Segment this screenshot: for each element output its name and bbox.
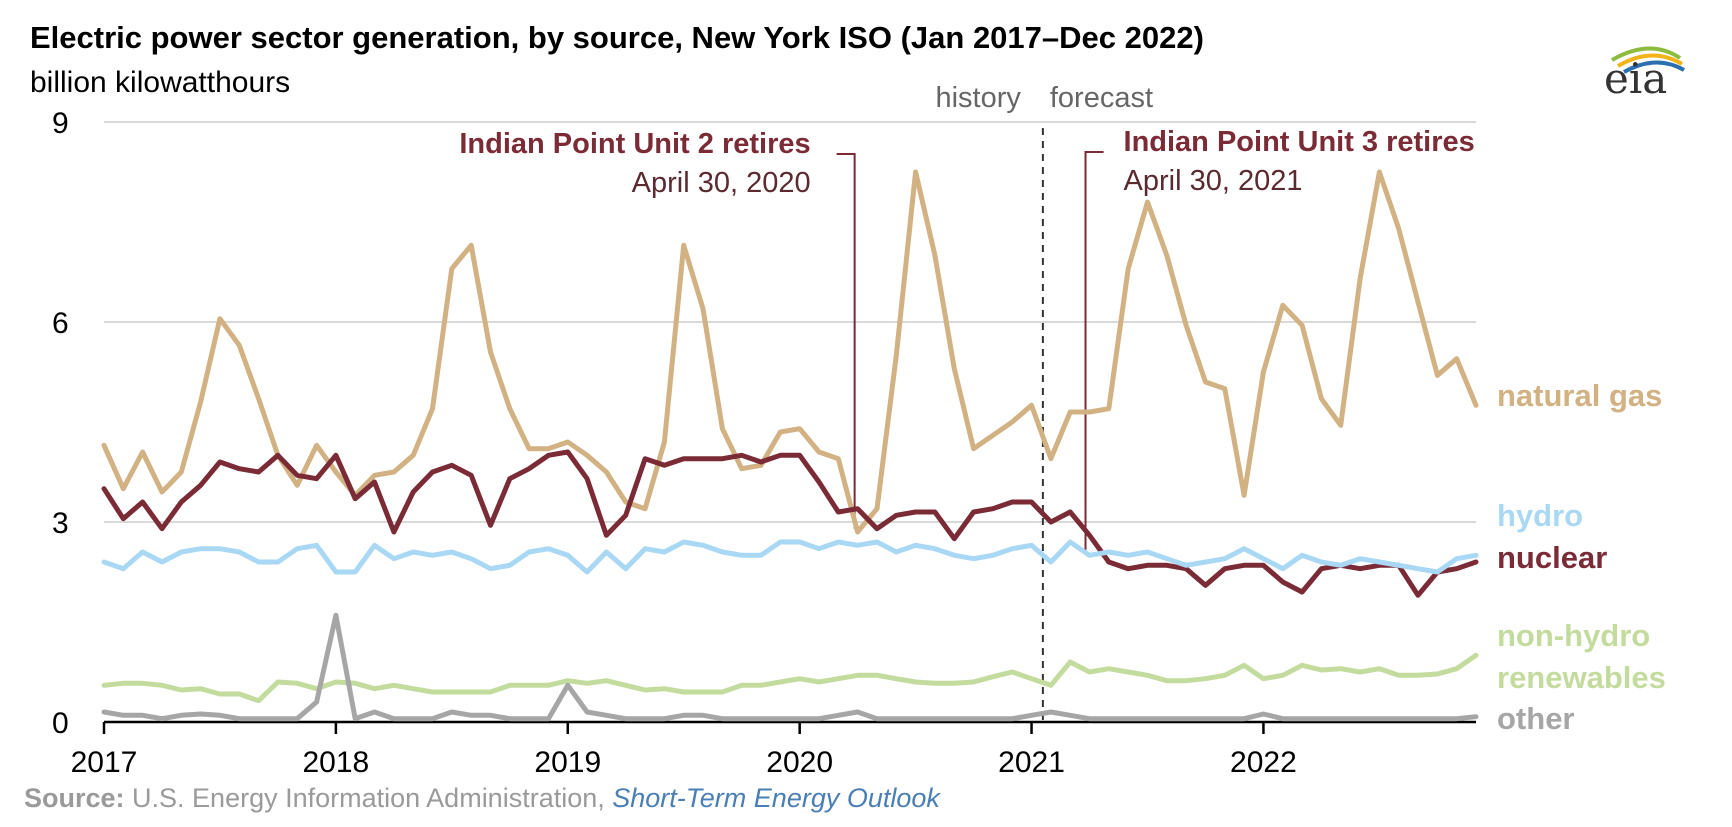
series-label-nuclear: nuclear — [1497, 540, 1607, 575]
series-line-nuclear — [101, 449, 1479, 598]
series-labels: natural gas hydro nuclear non-hydro renewabl… — [1497, 378, 1666, 736]
chart-subtitle: billion kilowatthours — [30, 66, 290, 99]
chart-title: Electric power sector generation, by sou… — [30, 20, 1204, 55]
y-tick-label: 6 — [52, 307, 69, 340]
x-tick-label: 2021 — [998, 746, 1065, 779]
x-tick-label: 2020 — [766, 746, 833, 779]
source-label: Source: — [24, 783, 125, 813]
history-label: history — [935, 82, 1021, 114]
annotation-leader-unit2 — [836, 153, 856, 529]
annotations: Indian Point Unit 2 retires April 30, 202… — [459, 126, 1475, 552]
annotation-leader-unit3 — [1084, 151, 1104, 552]
series-line-natural-gas — [101, 169, 1479, 535]
x-tick-label: 2017 — [71, 746, 138, 779]
logo-arc-green — [1610, 46, 1682, 62]
series-label-hydro: hydro — [1497, 498, 1583, 533]
series-label-non-hydro-renewables: renewables — [1497, 660, 1666, 695]
axes: 0 3 6 9 2017 2018 2019 2020 2021 2022 — [52, 107, 1476, 779]
series-line-hydro — [101, 539, 1479, 575]
forecast-label: forecast — [1050, 82, 1153, 114]
x-tick-label: 2022 — [1230, 746, 1297, 779]
series-lines — [101, 169, 1479, 722]
forecast-divider: history forecast — [935, 82, 1153, 722]
y-tick-label: 9 — [52, 107, 69, 140]
series-line-non-hydro-renewables — [101, 652, 1479, 704]
series-label-other: other — [1497, 701, 1575, 736]
annotation-date-unit3: April 30, 2021 — [1124, 165, 1303, 197]
x-tick-label: 2018 — [303, 746, 370, 779]
series-label-natural-gas: natural gas — [1497, 378, 1662, 413]
logo-arc-yellow — [1616, 53, 1684, 68]
series-line-other — [101, 612, 1479, 722]
logo-arc-blue — [1623, 60, 1685, 74]
source-text: U.S. Energy Information Administration, — [125, 783, 613, 813]
annotation-title-unit2: Indian Point Unit 2 retires — [459, 128, 810, 160]
y-tick-label: 0 — [52, 707, 69, 740]
series-label-non-hydro-renewables: non-hydro — [1497, 618, 1650, 653]
logo-text: eia — [1604, 54, 1667, 103]
source-line: Source: U.S. Energy Information Administ… — [24, 783, 941, 813]
y-tick-label: 3 — [52, 507, 69, 540]
annotation-date-unit2: April 30, 2020 — [632, 167, 811, 199]
annotation-title-unit3: Indian Point Unit 3 retires — [1124, 126, 1475, 158]
eia-logo: eia — [1604, 46, 1685, 103]
source-link[interactable]: Short-Term Energy Outlook — [612, 783, 941, 813]
x-tick-label: 2019 — [534, 746, 601, 779]
grid — [104, 121, 1476, 523]
